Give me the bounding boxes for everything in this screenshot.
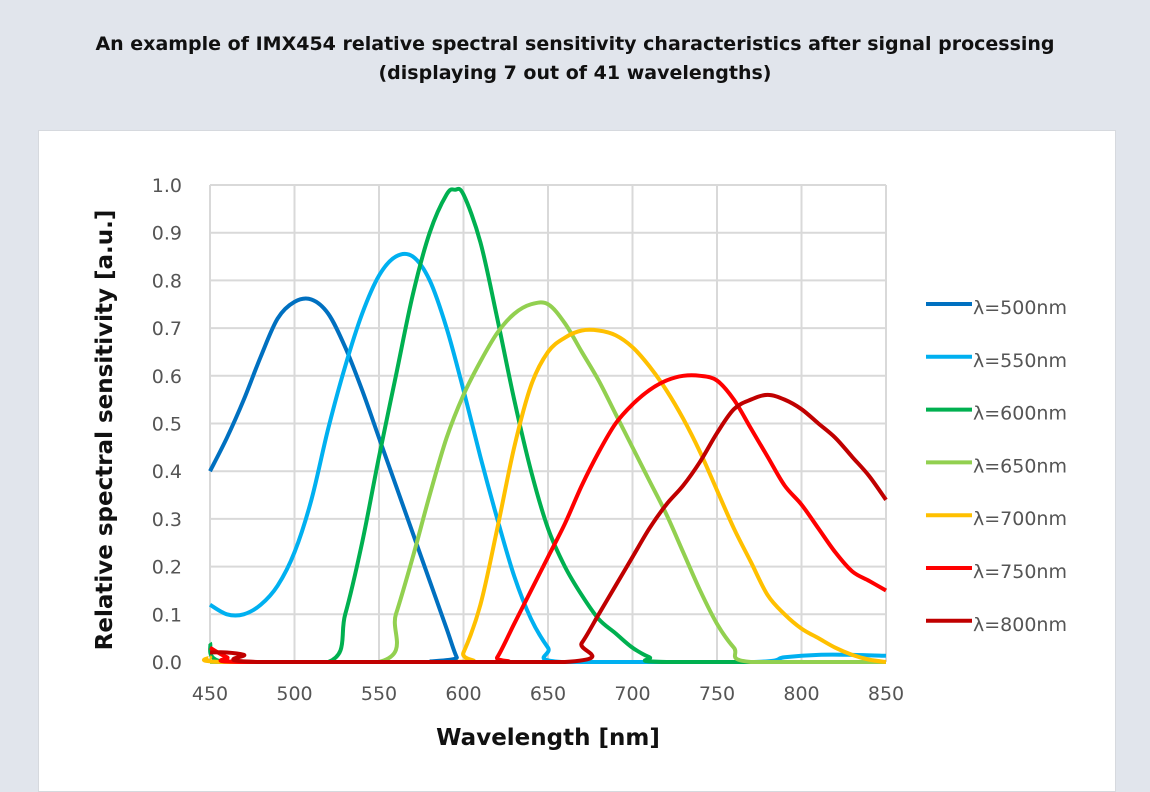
legend-label: λ=650nm xyxy=(973,455,1067,477)
x-tick-label: 800 xyxy=(783,683,819,705)
y-tick-label: 0.2 xyxy=(152,557,182,579)
series-line-800nm xyxy=(209,392,888,665)
legend-label: λ=750nm xyxy=(973,561,1067,583)
x-tick-label: 550 xyxy=(361,683,397,705)
legend-label: λ=550nm xyxy=(973,350,1067,372)
title-line-2: (displaying 7 out of 41 wavelengths) xyxy=(378,62,772,84)
y-tick-label: 0.1 xyxy=(152,604,182,626)
y-tick-label: 0.0 xyxy=(152,652,182,674)
x-tick-label: 600 xyxy=(445,683,481,705)
series-line-700nm xyxy=(201,327,887,664)
legend-label: λ=800nm xyxy=(973,614,1067,636)
legend-label: λ=600nm xyxy=(973,403,1067,425)
series-line-600nm xyxy=(208,186,886,665)
title-line-1: An example of IMX454 relative spectral s… xyxy=(95,33,1055,55)
x-tick-label: 450 xyxy=(192,683,228,705)
x-tick-label: 700 xyxy=(614,683,650,705)
legend-label: λ=500nm xyxy=(973,297,1067,319)
y-tick-label: 0.6 xyxy=(152,366,182,388)
legend-label: λ=700nm xyxy=(973,508,1067,530)
x-tick-label: 850 xyxy=(868,683,904,705)
y-tick-label: 0.5 xyxy=(152,414,182,436)
y-tick-label: 1.0 xyxy=(152,175,182,197)
x-tick-label: 500 xyxy=(276,683,312,705)
y-tick-label: 0.9 xyxy=(152,223,182,245)
y-tick-label: 0.7 xyxy=(152,318,182,340)
x-axis-label: Wavelength [nm] xyxy=(436,725,660,751)
y-tick-label: 0.3 xyxy=(152,509,182,531)
chart-title: An example of IMX454 relative spectral s… xyxy=(0,30,1150,88)
series-line-650nm xyxy=(210,300,886,665)
y-tick-label: 0.4 xyxy=(152,461,182,483)
y-tick-label: 0.8 xyxy=(152,270,182,292)
x-tick-label: 650 xyxy=(530,683,566,705)
x-tick-label: 750 xyxy=(699,683,735,705)
y-axis-label: Relative spectral sensitivity [a.u.] xyxy=(92,210,118,651)
